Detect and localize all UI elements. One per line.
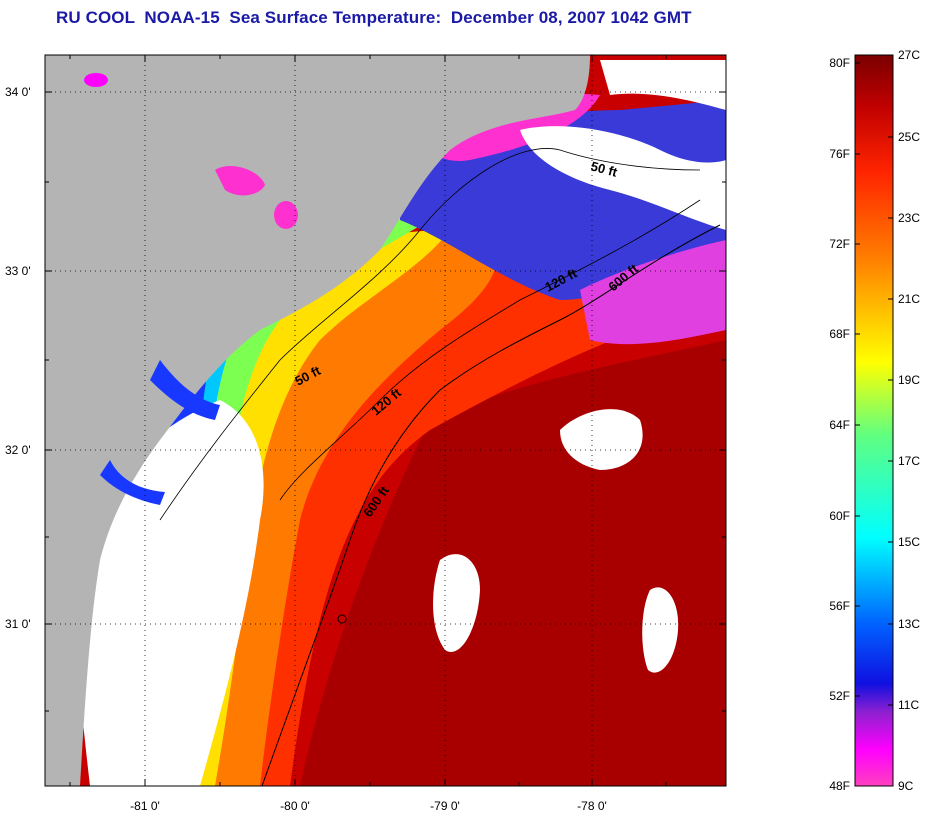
cb-c-label-23: 23C bbox=[898, 211, 920, 225]
colorbar bbox=[854, 54, 894, 787]
contour-120ft bbox=[279, 199, 701, 501]
map-frame bbox=[44, 54, 727, 787]
cloud-patch-3 bbox=[642, 587, 679, 673]
contour-small-ring bbox=[337, 614, 347, 624]
colorbar-f-ticks bbox=[855, 62, 860, 787]
cb-f-label-72: 72F bbox=[829, 237, 850, 251]
inland-lake-3 bbox=[274, 201, 298, 229]
lon-label-78: -78 0' bbox=[577, 799, 607, 813]
lat-label-33: 33 0' bbox=[5, 264, 31, 278]
axis-ticks bbox=[45, 55, 726, 786]
map-title: RU COOL NOAA-15 Sea Surface Temperature:… bbox=[56, 8, 692, 27]
land-mass bbox=[45, 55, 590, 786]
cloud-patch-1 bbox=[560, 409, 643, 470]
cb-c-label-27: 27C bbox=[898, 48, 920, 62]
contour-label-50ft-north: 50 ft bbox=[589, 158, 619, 180]
cb-c-label-17: 17C bbox=[898, 454, 920, 468]
cb-c-label-11: 11C bbox=[898, 698, 919, 712]
cb-c-label-25: 25C bbox=[898, 130, 920, 144]
cb-c-label-13: 13C bbox=[898, 617, 920, 631]
cb-f-label-56: 56F bbox=[829, 599, 850, 613]
lon-label-81: -81 0' bbox=[130, 799, 160, 813]
map-panel: 50 ft 120 ft 600 ft 50 ft 120 ft 600 ft bbox=[45, 55, 726, 786]
cb-f-label-76: 76F bbox=[829, 147, 850, 161]
offshore-magenta-patch bbox=[580, 240, 726, 345]
cloud-mask-north bbox=[520, 126, 726, 230]
cb-f-label-68: 68F bbox=[829, 327, 850, 341]
cb-f-label-64: 64F bbox=[829, 418, 850, 432]
cloud-patch-2 bbox=[433, 554, 480, 652]
cb-c-label-15: 15C bbox=[898, 535, 920, 549]
lat-label-31: 31 0' bbox=[5, 617, 31, 631]
contour-600ft bbox=[261, 224, 721, 786]
colorbar-c-ticks bbox=[888, 54, 893, 787]
inland-lake-2 bbox=[215, 165, 265, 196]
cb-f-label-80: 80F bbox=[829, 56, 850, 70]
contour-50ft bbox=[159, 148, 701, 521]
cb-f-label-60: 60F bbox=[829, 509, 850, 523]
inland-lake-1 bbox=[84, 73, 108, 87]
lat-label-34: 34 0' bbox=[5, 85, 31, 99]
lat-label-32: 32 0' bbox=[5, 443, 31, 457]
cb-f-label-48: 48F bbox=[829, 779, 850, 793]
estuary-2 bbox=[100, 460, 165, 505]
cb-c-label-21: 21C bbox=[898, 292, 920, 306]
lon-label-80: -80 0' bbox=[280, 799, 310, 813]
estuary-1 bbox=[150, 360, 220, 420]
cloud-mask-corner bbox=[600, 60, 726, 110]
cb-c-label-19: 19C bbox=[898, 373, 920, 387]
lon-label-79: -79 0' bbox=[430, 799, 460, 813]
map-grid bbox=[45, 55, 726, 786]
cb-c-label-9: 9C bbox=[898, 779, 914, 793]
cb-f-label-52: 52F bbox=[829, 689, 850, 703]
